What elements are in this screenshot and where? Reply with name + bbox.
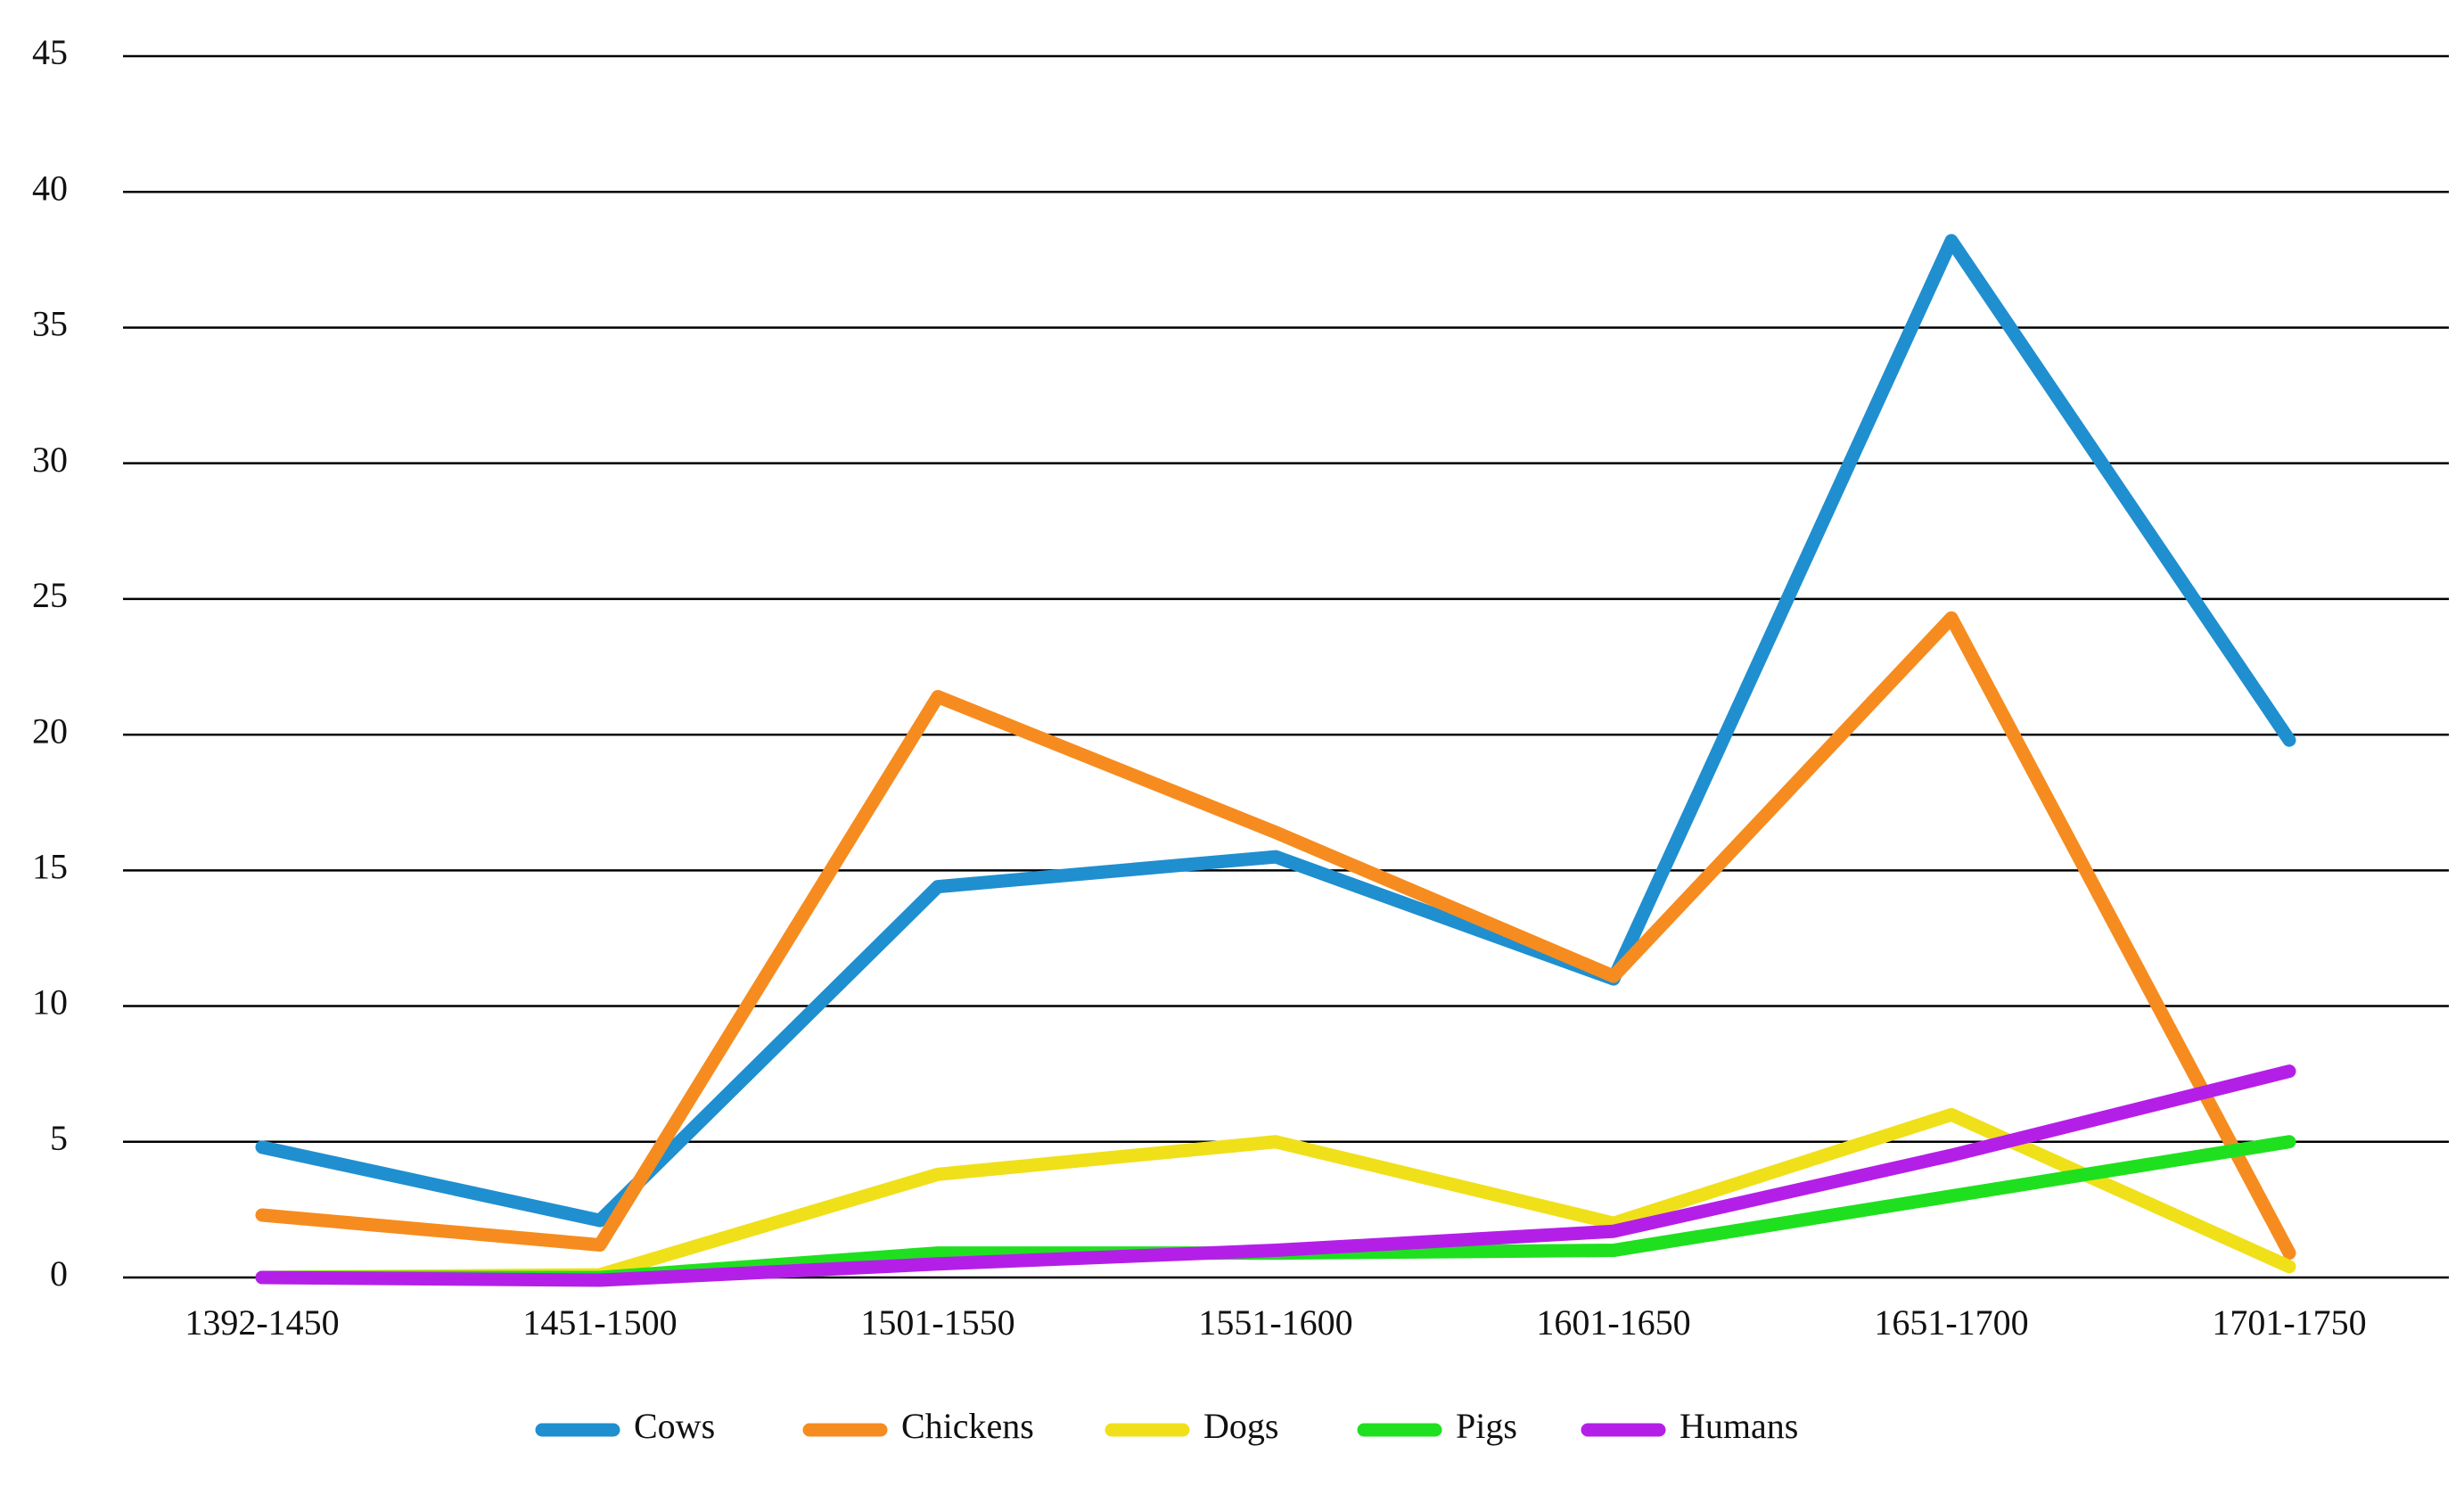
x-tick-label: 1651-1700	[1874, 1302, 2028, 1343]
x-tick-label: 1392-1450	[185, 1302, 339, 1343]
y-tick-label: 35	[32, 304, 68, 344]
y-tick-label: 5	[50, 1118, 68, 1158]
x-tick-label: 1701-1750	[2212, 1302, 2366, 1343]
y-tick-label: 0	[50, 1253, 68, 1294]
legend-label: Humans	[1680, 1406, 1798, 1446]
series-line	[255, 611, 2296, 1261]
y-tick-label: 20	[32, 711, 68, 751]
legend-label: Pigs	[1456, 1406, 1517, 1446]
y-tick-label: 25	[32, 575, 68, 615]
x-tick-label: 1451-1500	[522, 1302, 677, 1343]
legend-label: Chickens	[901, 1406, 1034, 1446]
series-line	[255, 234, 2296, 1228]
x-tick-label: 1501-1550	[860, 1302, 1014, 1343]
x-tick-label: 1601-1650	[1536, 1302, 1690, 1343]
y-tick-label: 40	[32, 168, 68, 208]
y-tick-label: 30	[32, 439, 68, 480]
legend-label: Dogs	[1203, 1406, 1278, 1446]
y-tick-label: 45	[32, 32, 68, 72]
series-line	[255, 1064, 2296, 1287]
y-tick-label: 10	[32, 982, 68, 1023]
legend-label: Cows	[634, 1406, 715, 1446]
x-tick-label: 1551-1600	[1198, 1302, 1352, 1343]
y-tick-label: 15	[32, 847, 68, 887]
